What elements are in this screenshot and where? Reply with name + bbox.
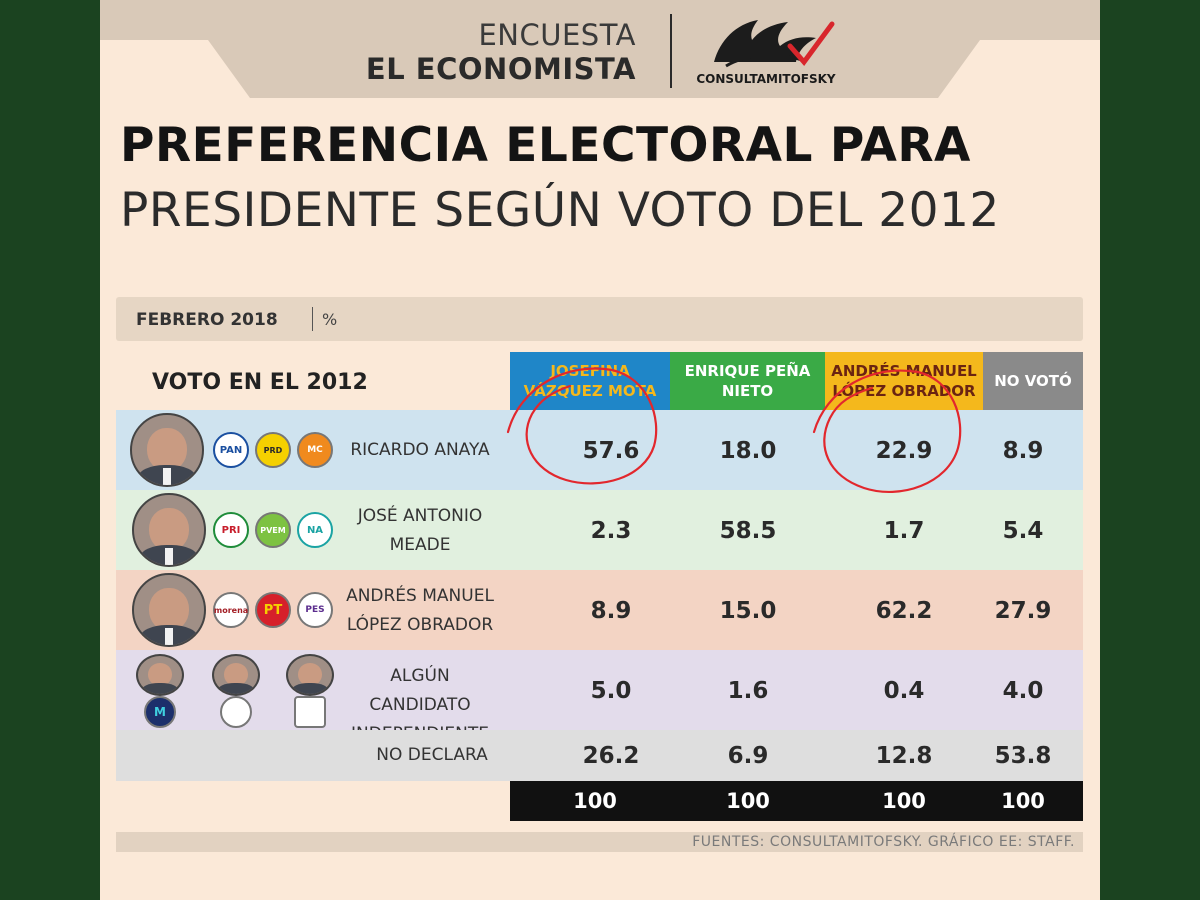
col-header-no-voto: NO VOTÓ <box>983 352 1083 410</box>
cell-independiente-lopez-obrador: 0.4 <box>883 678 925 704</box>
cell-independiente-no-voto: 4.0 <box>1002 678 1044 704</box>
table-row-no-declara: NO DECLARA 26.2 6.9 12.8 53.8 <box>116 730 1083 781</box>
party-morena-icon: morena <box>213 592 249 628</box>
avatar-rodriguez <box>212 654 260 696</box>
col-header-lopez-obrador: ANDRÉS MANUEL LÓPEZ OBRADOR <box>825 352 983 410</box>
col-header-vazquez-mota: JOSEFINA VÁZQUEZ MOTA <box>510 352 670 410</box>
header-tab <box>100 0 1100 98</box>
total-pena-nieto: 100 <box>726 789 770 813</box>
brand-divider <box>670 14 672 88</box>
cell-meade-lopez-obrador: 1.7 <box>883 518 925 544</box>
table-row-independiente: M ALGÚN CANDIDATO INDEPENDIENTE 5.0 1.6 … <box>116 650 1083 744</box>
independent-horse-logo-icon <box>220 696 252 728</box>
table-row-anaya: PAN PRD MC RICARDO ANAYA 57.6 18.0 22.9 … <box>116 410 1083 490</box>
party-pri-icon: PRI <box>213 512 249 548</box>
total-no-voto: 100 <box>1001 789 1045 813</box>
total-lopez-obrador: 100 <box>882 789 926 813</box>
independent-qr-logo-icon <box>294 696 326 728</box>
cell-no-declara-lopez-obrador: 12.8 <box>875 743 933 769</box>
cell-lopez-obrador-pena-nieto: 15.0 <box>719 598 777 624</box>
cell-anaya-no-voto: 8.9 <box>1002 438 1044 464</box>
party-prd-icon: PRD <box>255 432 291 468</box>
avatar-anaya <box>130 413 204 487</box>
cell-independiente-vazquez-mota: 5.0 <box>590 678 632 704</box>
avatar-lopez-obrador <box>132 573 206 647</box>
header-tab-shape <box>100 0 1100 98</box>
total-vazquez-mota: 100 <box>573 789 617 813</box>
cell-meade-no-voto: 5.4 <box>1002 518 1044 544</box>
chart-title-line1: PREFERENCIA ELECTORAL PARA <box>120 118 971 173</box>
cell-meade-vazquez-mota: 2.3 <box>590 518 632 544</box>
cell-lopez-obrador-vazquez-mota: 8.9 <box>590 598 632 624</box>
party-pan-icon: PAN <box>213 432 249 468</box>
mitofsky-bird-logo-icon <box>714 20 835 68</box>
period-separator <box>312 307 313 331</box>
period-bar: FEBRERO 2018 % <box>116 297 1083 341</box>
period-label: FEBRERO 2018 <box>136 310 278 330</box>
chart-title-line2: PRESIDENTE SEGÚN VOTO DEL 2012 <box>120 183 1000 238</box>
source-note: FUENTES: CONSULTAMITOFSKY. GRÁFICO EE: S… <box>692 834 1075 850</box>
period-unit: % <box>322 310 338 329</box>
brand-encuesta: ENCUESTA <box>478 18 636 52</box>
cell-no-declara-pena-nieto: 6.9 <box>727 743 769 769</box>
cell-anaya-pena-nieto: 18.0 <box>719 438 777 464</box>
cell-lopez-obrador-lopez-obrador: 62.2 <box>875 598 933 624</box>
cell-no-declara-vazquez-mota: 26.2 <box>582 743 640 769</box>
row-label-lopez-obrador: ANDRÉS MANUEL LÓPEZ OBRADOR <box>346 586 494 635</box>
row-label-meade: JOSÉ ANTONIO MEADE <box>357 506 483 555</box>
col-header-pena-nieto: ENRIQUE PEÑA NIETO <box>670 352 825 410</box>
footer-bar: FUENTES: CONSULTAMITOFSKY. GRÁFICO EE: S… <box>116 832 1083 852</box>
row-label-anaya: RICARDO ANAYA <box>350 440 490 460</box>
cell-meade-pena-nieto: 58.5 <box>719 518 777 544</box>
mitofsky-name: CONSULTAMITOFSKY <box>696 72 836 86</box>
cell-anaya-vazquez-mota: 57.6 <box>582 438 640 464</box>
table-row-lopez-obrador: morena PT PES ANDRÉS MANUEL LÓPEZ OBRADO… <box>116 570 1083 650</box>
party-pes-icon: PES <box>297 592 333 628</box>
party-pvem-icon: PVEM <box>255 512 291 548</box>
cell-no-declara-no-voto: 53.8 <box>994 743 1052 769</box>
avatar-rios-piter <box>286 654 334 696</box>
avatar-zavala <box>136 654 184 696</box>
party-pt-icon: PT <box>255 592 291 628</box>
row-label-no-declara: NO DECLARA <box>376 745 488 765</box>
cell-lopez-obrador-no-voto: 27.9 <box>994 598 1052 624</box>
party-na-icon: NA <box>297 512 333 548</box>
avatar-meade <box>132 493 206 567</box>
infographic-sheet: ENCUESTA EL ECONOMISTA CONSULTAMITOFSKY … <box>100 0 1100 900</box>
party-mc-icon: MC <box>297 432 333 468</box>
row-heading: VOTO EN EL 2012 <box>152 370 368 395</box>
independent-m-logo-icon: M <box>144 696 176 728</box>
cell-anaya-lopez-obrador: 22.9 <box>875 438 933 464</box>
totals-bar <box>510 781 1083 821</box>
table-row-meade: PRI PVEM NA JOSÉ ANTONIO MEADE 2.3 58.5 … <box>116 490 1083 570</box>
brand-el-economista: EL ECONOMISTA <box>365 52 636 86</box>
cell-independiente-pena-nieto: 1.6 <box>727 678 769 704</box>
